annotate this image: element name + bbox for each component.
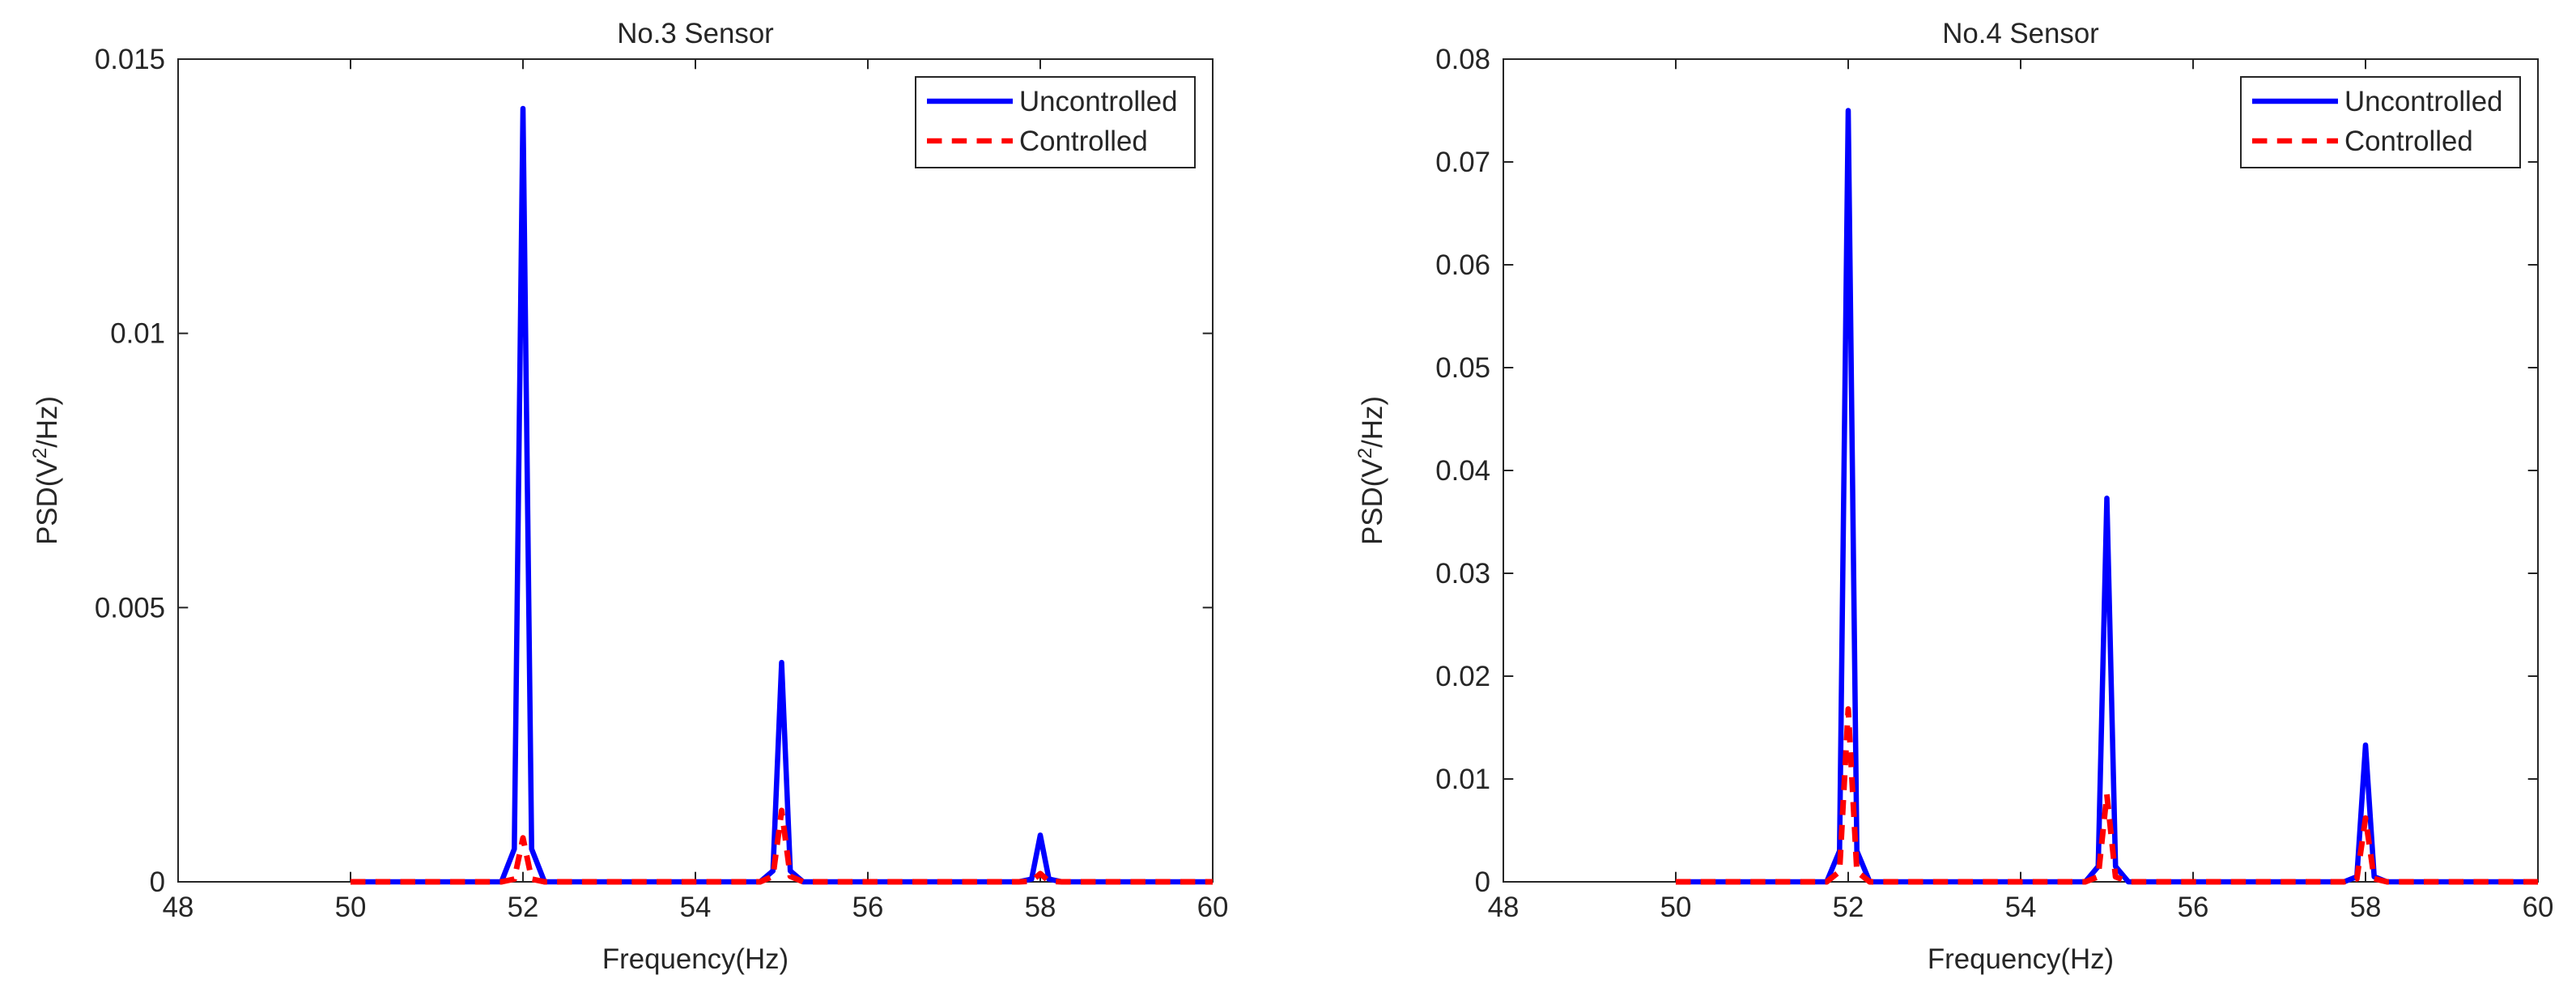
x-tick-label: 52 — [1833, 892, 1864, 923]
y-axis-label: PSD(V2/Hz) — [29, 396, 64, 545]
y-tick-label: 0.07 — [1435, 147, 1490, 178]
series-line-uncontrolled — [1676, 108, 2538, 885]
y-tick-label: 0.01 — [110, 318, 165, 350]
chart-panel-2: 48 50 52 54 56 58 60 0 0.01 0.02 0.03 0.04 0.05 0.06 0… — [1354, 18, 2554, 975]
y-axis-label-main: PSD(V — [32, 458, 63, 545]
y-tick-label: 0.005 — [95, 592, 165, 624]
y-axis-label-units: /Hz) — [1357, 396, 1388, 448]
x-tick-label: 58 — [1025, 892, 1056, 923]
legend: Uncontrolled Controlled — [2240, 76, 2521, 168]
legend-label-controlled: Controlled — [2344, 126, 2473, 157]
chart-panel-1: 48 50 52 54 56 58 60 0 0.005 0.01 0.015 No.3 Sensor… — [29, 18, 1229, 975]
legend-label-uncontrolled: Uncontrolled — [2344, 86, 2503, 117]
x-tick-label: 60 — [2523, 892, 2554, 923]
y-tick-label: 0.08 — [1435, 44, 1490, 75]
x-tick-label: 56 — [852, 892, 884, 923]
y-axis-label-superscript: 2 — [29, 448, 51, 459]
x-axis-label: Frequency(Hz) — [602, 943, 789, 975]
plot-area-frame — [177, 58, 1214, 883]
x-tick-label: 48 — [163, 892, 194, 923]
y-tick-label: 0 — [1475, 866, 1490, 898]
y-axis-label-units: /Hz) — [32, 396, 63, 448]
y-tick-label: 0 — [150, 866, 165, 898]
y-axis-label-superscript: 2 — [1354, 448, 1376, 459]
legend-box — [2240, 76, 2521, 168]
y-axis-label: PSD(V2/Hz) — [1354, 396, 1389, 545]
x-tick-label: 54 — [2005, 892, 2037, 923]
x-tick-label: 50 — [1660, 892, 1692, 923]
x-tick-label: 52 — [508, 892, 539, 923]
y-tick-label: 0.015 — [95, 44, 165, 75]
x-tick-label: 50 — [335, 892, 367, 923]
series-line-uncontrolled — [351, 105, 1213, 885]
x-tick-label: 54 — [680, 892, 712, 923]
legend-box — [915, 76, 1196, 168]
x-tick-label: 56 — [2178, 892, 2209, 923]
y-axis-label-main: PSD(V — [1357, 458, 1388, 545]
series-line-controlled — [1676, 706, 2538, 885]
x-tick-label: 58 — [2350, 892, 2382, 923]
y-tick-label: 0.05 — [1435, 352, 1490, 384]
x-axis-label: Frequency(Hz) — [1928, 943, 2114, 975]
series-line-controlled — [351, 807, 1213, 885]
x-tick-label: 60 — [1197, 892, 1229, 923]
legend-label-uncontrolled: Uncontrolled — [1019, 86, 1178, 117]
y-tick-label: 0.01 — [1435, 764, 1490, 795]
y-tick-label: 0.06 — [1435, 249, 1490, 281]
chart-title: No.4 Sensor — [1942, 18, 2099, 49]
legend-label-controlled: Controlled — [1019, 126, 1148, 157]
legend: Uncontrolled Controlled — [915, 76, 1196, 168]
chart-title: No.3 Sensor — [617, 18, 774, 49]
y-tick-label: 0.02 — [1435, 661, 1490, 692]
plot-area-frame — [1503, 58, 2539, 883]
y-tick-label: 0.03 — [1435, 558, 1490, 590]
x-tick-label: 48 — [1488, 892, 1520, 923]
y-tick-label: 0.04 — [1435, 455, 1490, 487]
